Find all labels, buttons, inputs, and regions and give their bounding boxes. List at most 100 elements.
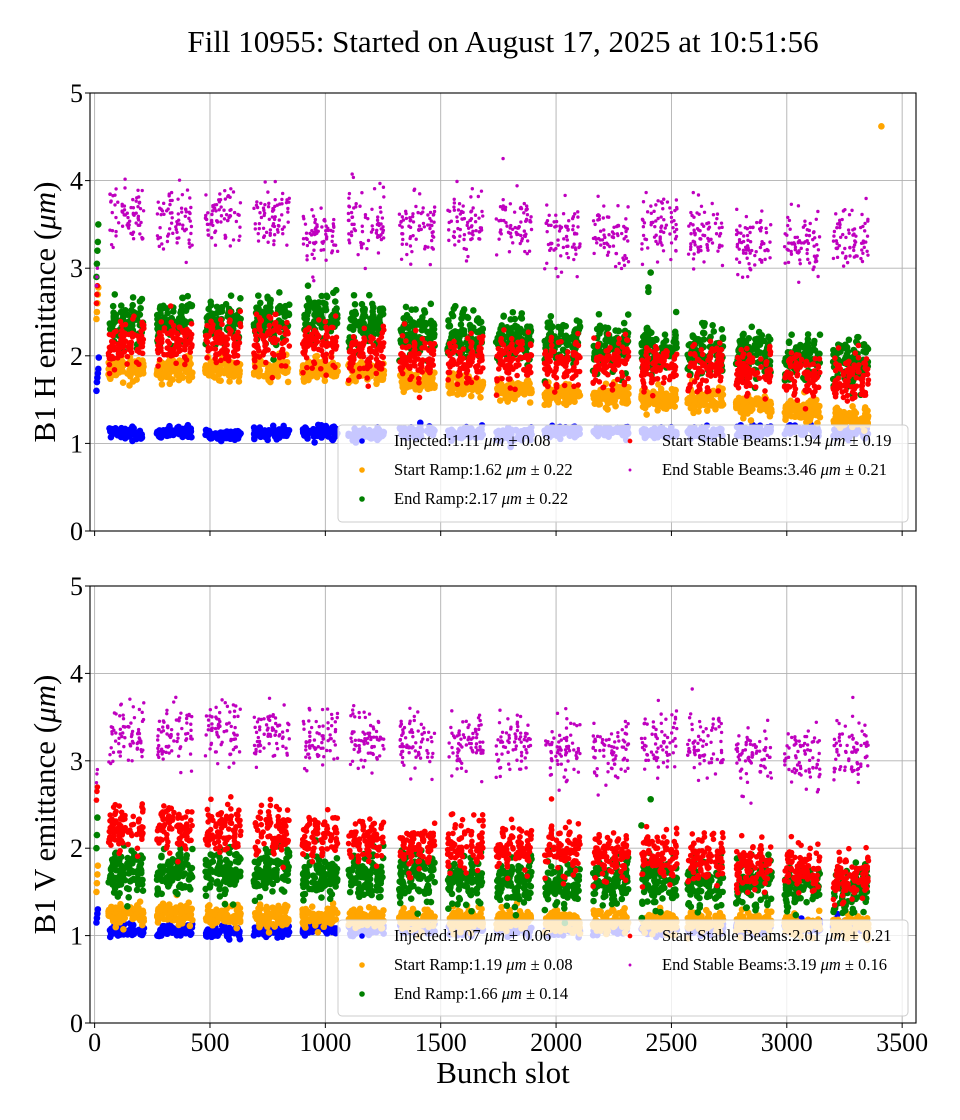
data-point — [107, 348, 113, 354]
data-point — [138, 341, 145, 348]
data-point — [204, 354, 210, 361]
data-point — [108, 356, 114, 362]
data-point — [402, 303, 410, 311]
data-point — [93, 315, 100, 323]
data-point — [406, 316, 414, 323]
data-point — [207, 298, 215, 306]
data-point — [615, 349, 622, 355]
data-point — [158, 381, 166, 388]
data-point — [172, 429, 180, 437]
data-point — [431, 382, 438, 389]
data-point — [311, 439, 318, 446]
data-point — [788, 331, 795, 339]
data-point — [563, 340, 570, 347]
data-point — [639, 396, 646, 404]
data-point — [222, 429, 229, 437]
data-point — [322, 306, 330, 314]
data-point — [367, 349, 374, 355]
data-point — [671, 393, 679, 401]
data-point — [319, 427, 326, 434]
data-point — [662, 337, 670, 344]
data-point — [507, 376, 513, 382]
data-point — [470, 307, 477, 314]
data-point — [651, 376, 658, 382]
data-point — [365, 383, 372, 389]
data-point — [265, 304, 273, 311]
data-point — [203, 431, 211, 439]
data-point — [266, 313, 272, 320]
data-point — [398, 367, 404, 373]
data-point — [322, 318, 329, 325]
data-point — [304, 326, 311, 333]
data-point — [271, 367, 279, 375]
data-point — [282, 338, 288, 344]
data-point — [251, 327, 258, 334]
data-point — [652, 352, 659, 359]
data-point — [218, 335, 225, 341]
data-point — [642, 385, 648, 391]
data-point — [650, 400, 658, 408]
data-point — [227, 317, 233, 323]
data-point — [544, 383, 551, 390]
data-point — [361, 335, 367, 341]
data-point — [176, 324, 182, 331]
data-point — [376, 337, 382, 344]
data-point — [276, 289, 283, 296]
data-point — [748, 323, 756, 331]
data-point — [309, 342, 315, 348]
data-point — [619, 395, 627, 403]
data-point — [616, 335, 622, 342]
data-point — [813, 408, 821, 416]
data-point — [502, 392, 509, 399]
data-point — [261, 432, 268, 439]
data-point — [347, 323, 354, 331]
data-point — [473, 374, 480, 381]
data-point — [639, 369, 646, 375]
data-point — [361, 325, 368, 332]
data-point — [168, 319, 175, 326]
data-point — [644, 334, 652, 341]
data-point — [177, 347, 184, 354]
data-point — [671, 328, 679, 336]
data-point — [203, 334, 210, 341]
data-point — [412, 386, 419, 393]
data-point — [370, 335, 376, 342]
data-point — [119, 379, 127, 386]
data-point — [182, 361, 188, 368]
data-point — [316, 317, 322, 323]
data-point — [202, 367, 209, 375]
data-point — [323, 292, 330, 300]
data-point — [765, 333, 772, 341]
data-point — [94, 291, 100, 298]
data-point — [523, 381, 531, 389]
data-point — [564, 349, 571, 355]
data-point — [323, 372, 329, 378]
data-point — [852, 409, 860, 417]
data-point — [499, 340, 505, 347]
data-point — [449, 361, 455, 367]
data-point — [615, 389, 623, 397]
data-point — [647, 269, 654, 276]
data-point — [553, 382, 560, 388]
data-point — [255, 347, 262, 354]
data-point — [235, 329, 241, 336]
data-point — [842, 416, 850, 424]
data-point — [596, 322, 604, 330]
data-point — [170, 327, 177, 334]
data-point — [595, 363, 601, 370]
data-point — [416, 394, 423, 401]
data-point — [378, 366, 385, 372]
data-point — [330, 324, 336, 331]
data-point — [561, 382, 568, 389]
data-point — [427, 300, 435, 308]
data-point — [573, 360, 580, 366]
data-point — [646, 347, 652, 353]
data-point — [216, 308, 223, 316]
data-point — [742, 338, 750, 346]
data-point — [712, 399, 719, 407]
data-point — [93, 260, 101, 268]
data-point — [226, 325, 232, 332]
data-point — [499, 375, 505, 382]
data-point — [469, 355, 475, 362]
data-point — [831, 417, 839, 424]
